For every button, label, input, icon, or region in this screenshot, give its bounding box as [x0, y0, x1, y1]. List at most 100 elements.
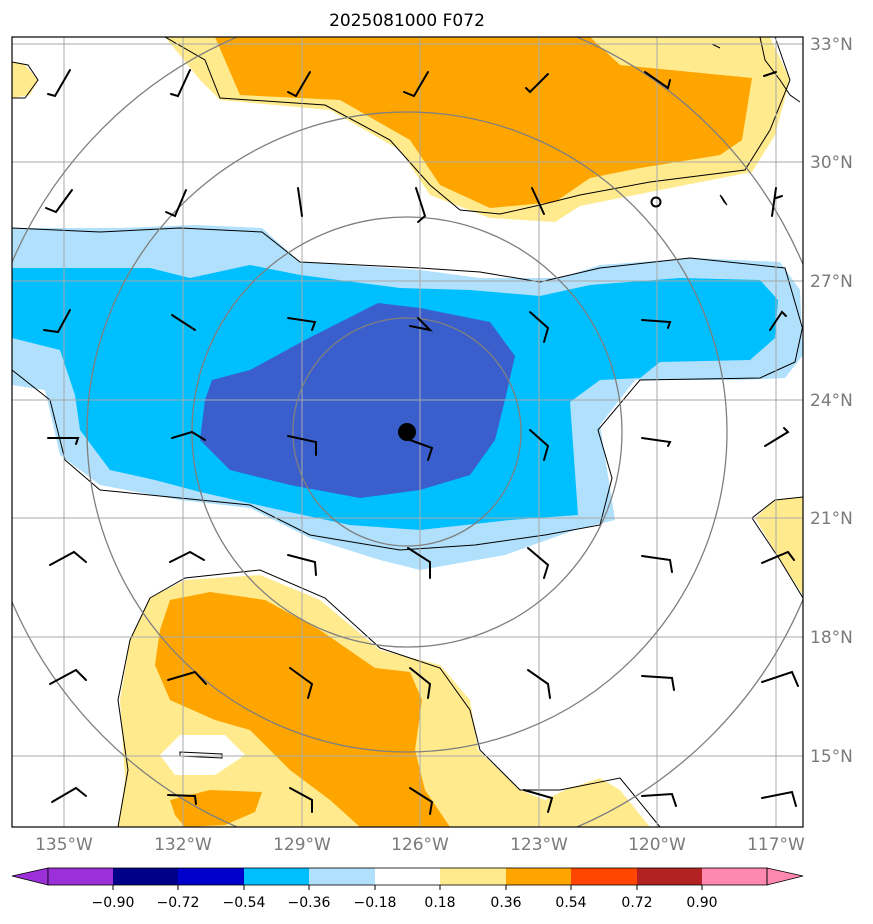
map-frame	[11, 36, 804, 828]
contour-line	[179, 751, 223, 759]
colorbar-frame	[47, 867, 768, 886]
wind-barb-icon	[641, 555, 673, 573]
wind-barb-icon	[409, 317, 434, 332]
colorbar-tick-label: −0.72	[157, 895, 200, 911]
colorbar-ticks	[112, 885, 703, 890]
wind-barb-icon	[170, 69, 191, 98]
lon-label: 135°W	[35, 835, 93, 855]
wind-barb-icon	[415, 187, 427, 223]
colorbar-segment	[571, 868, 637, 885]
lon-label: 126°W	[391, 835, 449, 855]
colorbar: −0.90 −0.72 −0.54 −0.36 −0.18 0.18 0.36 …	[11, 867, 804, 911]
colorbar-segment	[178, 868, 244, 885]
wind-barb-icon	[47, 69, 71, 98]
wind-barb-icon	[165, 189, 187, 218]
wind-barb-icon	[171, 430, 206, 441]
wind-barb-icon	[45, 189, 73, 214]
wind-barb-icon	[287, 71, 311, 98]
wind-barbs	[43, 69, 799, 815]
wind-barb-icon	[769, 310, 787, 331]
wind-barb-icon	[761, 550, 795, 564]
positive-anomaly-south-moderate-lower	[170, 790, 262, 827]
colorbar-tick-label: −0.54	[223, 895, 266, 911]
wind-barb-icon	[409, 439, 434, 461]
colorbar-segment	[702, 868, 767, 885]
wind-barb-icon	[523, 789, 554, 813]
lat-label: 33°N	[810, 35, 853, 55]
wind-barb-icon	[529, 311, 550, 343]
lon-label: 117°W	[747, 835, 805, 855]
lat-label: 21°N	[810, 509, 853, 529]
colorbar-segment	[440, 868, 506, 885]
colorbar-segment	[375, 868, 440, 885]
wind-barb-icon	[403, 71, 429, 98]
colorbar-tick-label: 0.36	[490, 895, 521, 911]
wind-barb-icon	[49, 550, 87, 566]
wind-barb-icon	[644, 71, 671, 90]
lon-label: 123°W	[510, 835, 568, 855]
colorbar-max-extend	[766, 867, 804, 886]
wind-barb-icon	[527, 547, 550, 579]
colorbar-segment	[244, 868, 309, 885]
wind-barb-icon	[771, 187, 783, 217]
wind-barb-icon	[167, 670, 207, 685]
map-title: 2025081000 F072	[329, 11, 485, 31]
wind-barb-icon	[409, 667, 432, 699]
latitude-labels: 33°N 30°N 27°N 24°N 21°N 18°N 15°N	[810, 35, 853, 767]
contour-line	[12, 227, 803, 331]
wind-barb-icon	[527, 669, 551, 699]
wind-barb-icon	[409, 787, 434, 815]
wind-barb-icon	[167, 794, 197, 805]
wind-barb-icon	[43, 309, 71, 334]
colorbar-segment	[113, 868, 178, 885]
wind-barb-icon	[47, 437, 80, 445]
colorbar-segment	[637, 868, 702, 885]
shaded-field	[12, 37, 803, 827]
coastline	[759, 37, 801, 103]
colorbar-segment	[309, 868, 375, 885]
colorbar-tick-label: −0.18	[354, 895, 397, 911]
wind-barb-icon	[761, 790, 797, 807]
colorbar-segment	[506, 868, 571, 885]
wind-barb-icon	[763, 71, 777, 77]
wind-barb-icon	[531, 187, 545, 215]
longitude-labels: 135°W 132°W 129°W 126°W 123°W 120°W 117°…	[35, 835, 805, 855]
positive-anomaly-east-patch	[755, 497, 803, 595]
colorbar-tick-label: 0.54	[555, 895, 586, 911]
lat-label: 30°N	[810, 153, 853, 173]
wind-barb-icon	[297, 187, 303, 217]
wind-barb-icon	[641, 437, 672, 447]
contour-line	[12, 324, 803, 551]
wind-barb-icon	[529, 429, 550, 461]
colorbar-tick-label: 0.72	[621, 895, 652, 911]
positive-anomaly-north-moderate	[215, 37, 752, 208]
wind-barb-icon	[525, 73, 549, 94]
contour-line	[149, 569, 661, 827]
wind-barb-icon	[287, 317, 317, 331]
colorbar-tick-label: 0.90	[686, 895, 717, 911]
wind-barb-icon	[641, 675, 675, 691]
lat-label: 27°N	[810, 272, 853, 292]
wind-barb-icon	[169, 550, 205, 563]
colorbar-tick-label: −0.36	[288, 895, 331, 911]
contour-line	[117, 597, 151, 827]
lat-label: 24°N	[810, 391, 853, 411]
wind-barb-icon	[289, 787, 313, 813]
wind-barb-icon	[641, 792, 677, 807]
lat-label: 15°N	[810, 747, 853, 767]
wind-barb-icon	[49, 668, 87, 685]
wind-barb-icon	[407, 547, 431, 579]
wind-barb-icon	[171, 314, 196, 331]
calm-wind-circle-icon	[650, 196, 662, 208]
coastline	[711, 43, 721, 49]
lon-label: 132°W	[154, 835, 212, 855]
wind-barb-icon	[761, 670, 799, 687]
wind-barb-icon	[51, 786, 87, 803]
wind-barb-icon	[287, 554, 317, 576]
graticule	[12, 37, 803, 827]
wind-barb-icon	[287, 435, 317, 456]
storm-center-dot	[398, 423, 416, 441]
colorbar-segment	[48, 868, 113, 885]
wind-barb-icon	[641, 319, 672, 329]
lat-label: 18°N	[810, 628, 853, 648]
